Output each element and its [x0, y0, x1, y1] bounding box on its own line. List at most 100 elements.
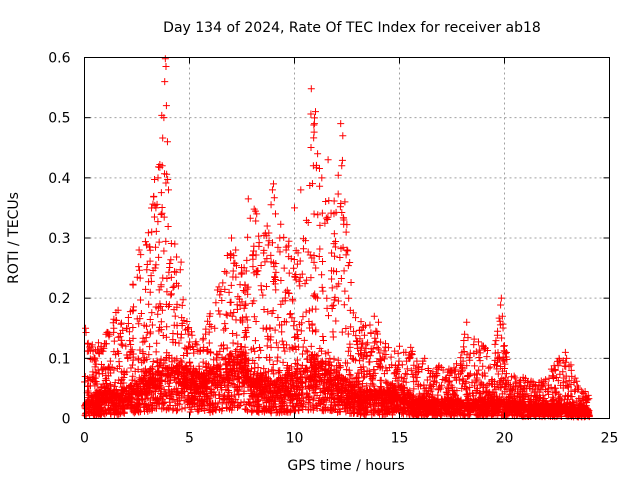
data-point [384, 388, 392, 396]
data-point [341, 287, 349, 295]
data-point [183, 349, 191, 357]
data-point [328, 302, 336, 310]
data-point [168, 290, 176, 298]
data-point [199, 358, 207, 366]
data-point [366, 370, 374, 378]
data-point [158, 390, 166, 398]
data-point [520, 385, 528, 393]
data-point [157, 318, 165, 326]
data-point [281, 378, 289, 386]
data-point [203, 390, 211, 398]
data-point [143, 266, 151, 274]
data-point [217, 287, 225, 295]
data-point [344, 262, 352, 270]
data-point [87, 392, 95, 400]
data-point [310, 292, 318, 300]
data-point [370, 405, 378, 413]
data-point [369, 373, 377, 381]
data-point [163, 323, 171, 331]
data-point [265, 396, 273, 404]
data-point [498, 375, 506, 383]
data-point [470, 350, 478, 358]
data-point [377, 357, 385, 365]
data-point [290, 402, 298, 410]
data-point [379, 353, 387, 361]
data-point [328, 275, 336, 283]
data-point [199, 404, 207, 412]
data-point [217, 375, 225, 383]
data-point [99, 370, 107, 378]
data-point [274, 393, 282, 401]
data-point [367, 380, 375, 388]
data-point [255, 343, 263, 351]
data-point [491, 400, 499, 408]
data-point [166, 395, 174, 403]
data-point [176, 266, 184, 274]
data-point [322, 396, 330, 404]
data-point [166, 259, 174, 267]
data-point [352, 337, 360, 345]
data-point [357, 318, 365, 326]
data-point [555, 395, 563, 403]
data-point [127, 382, 135, 390]
data-point [169, 329, 177, 337]
data-point [198, 381, 206, 389]
data-point [100, 401, 108, 409]
data-point [217, 342, 225, 350]
data-point [312, 376, 320, 384]
data-point [410, 361, 418, 369]
data-point [549, 412, 557, 420]
data-point [200, 343, 208, 351]
data-point [295, 277, 303, 285]
data-point [331, 395, 339, 403]
data-point [229, 403, 237, 411]
data-point [269, 239, 277, 247]
data-point [143, 260, 151, 268]
chart-title: Day 134 of 2024, Rate Of TEC Index for r… [163, 20, 541, 36]
data-point [484, 398, 492, 406]
data-point [125, 328, 133, 336]
data-point [347, 323, 355, 331]
data-point [547, 365, 555, 373]
data-point [457, 354, 465, 362]
data-point [483, 353, 491, 361]
data-point [551, 384, 559, 392]
data-point [298, 361, 306, 369]
data-point [344, 347, 352, 355]
data-point [206, 400, 214, 408]
data-point [266, 395, 274, 403]
data-point [228, 398, 236, 406]
data-point [276, 248, 284, 256]
data-point [179, 296, 187, 304]
data-point [251, 337, 259, 345]
data-point [350, 377, 358, 385]
data-point [150, 213, 158, 221]
data-point [477, 379, 485, 387]
data-point [488, 375, 496, 383]
data-point [243, 407, 251, 415]
data-point [202, 375, 210, 383]
data-point [476, 357, 484, 365]
data-point [237, 270, 245, 278]
data-point [188, 331, 196, 339]
data-point [106, 364, 114, 372]
data-point [510, 383, 518, 391]
data-point [148, 309, 156, 317]
data-point [380, 370, 388, 378]
data-point [129, 356, 137, 364]
data-point [473, 410, 481, 418]
data-point [328, 377, 336, 385]
data-point [563, 354, 571, 362]
data-point [162, 237, 170, 245]
data-point [300, 336, 308, 344]
data-point [273, 405, 281, 413]
data-point [423, 376, 431, 384]
data-point [479, 411, 487, 419]
data-point [130, 303, 138, 311]
data-point [202, 330, 210, 338]
data-point [298, 373, 306, 381]
data-point [205, 328, 213, 336]
data-point [366, 321, 374, 329]
data-point [500, 342, 508, 350]
data-point [211, 324, 219, 332]
